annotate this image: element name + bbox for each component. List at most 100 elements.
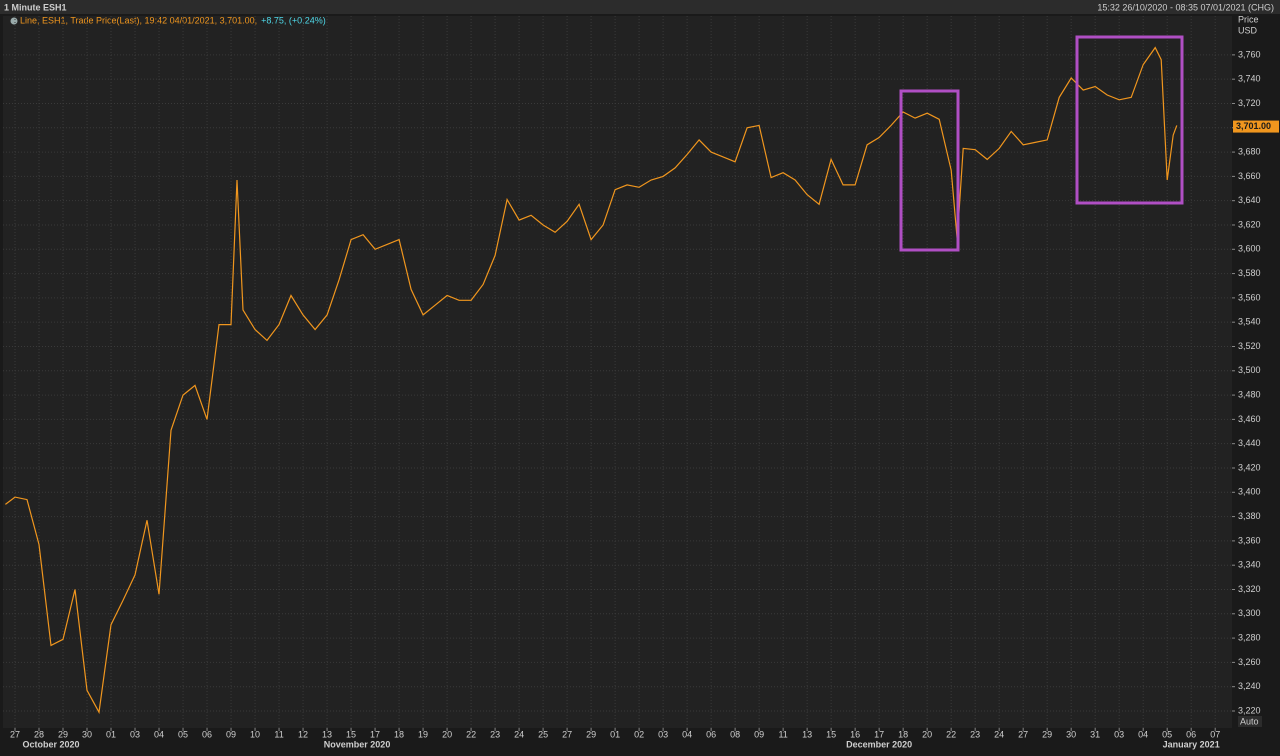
x-tick-label: 18: [394, 729, 404, 739]
y-tick-label: 3,300: [1238, 608, 1261, 618]
legend-change: +8.75, (+0.24%): [261, 15, 326, 25]
x-tick-label: 17: [370, 729, 380, 739]
plot-area: [3, 16, 1232, 728]
x-tick-label: 06: [706, 729, 716, 739]
x-tick-label: 22: [466, 729, 476, 739]
x-tick-label: 01: [106, 729, 116, 739]
x-tick-label: 22: [946, 729, 956, 739]
x-tick-label: 25: [538, 729, 548, 739]
x-tick-label: 10: [250, 729, 260, 739]
y-tick-label: 3,620: [1238, 219, 1261, 229]
x-tick-label: 11: [778, 729, 787, 739]
y-tick-label: 3,540: [1238, 317, 1261, 327]
x-tick-label: 17: [874, 729, 884, 739]
x-tick-label: 08: [730, 729, 740, 739]
y-tick-label: 3,240: [1238, 681, 1261, 691]
x-tick-label: 11: [274, 729, 283, 739]
y-tick-label: 3,280: [1238, 632, 1261, 642]
y-tick-label: 3,400: [1238, 487, 1261, 497]
x-tick-label: 12: [298, 729, 308, 739]
scale-mode-button[interactable]: [1238, 716, 1262, 727]
y-tick-label: 3,260: [1238, 657, 1261, 667]
x-tick-label: 28: [34, 729, 44, 739]
last-value-tag: [1233, 120, 1279, 133]
x-tick-label: 04: [682, 729, 692, 739]
y-tick-label: 3,600: [1238, 244, 1261, 254]
x-tick-label: 09: [226, 729, 236, 739]
x-tick-label: 01: [610, 729, 620, 739]
y-tick-label: 3,520: [1238, 341, 1261, 351]
x-tick-label: 30: [82, 729, 92, 739]
y-tick-label: 3,440: [1238, 438, 1261, 448]
x-tick-label: 29: [58, 729, 68, 739]
x-tick-label: 30: [1066, 729, 1076, 739]
title-bar: [0, 0, 1280, 14]
y-tick-label: 3,500: [1238, 365, 1261, 375]
x-tick-label: 04: [1138, 729, 1148, 739]
y-tick-label: 3,480: [1238, 389, 1261, 399]
x-tick-label: 06: [202, 729, 212, 739]
x-tick-label: 07: [1210, 729, 1220, 739]
x-group-label: January 2021: [1163, 739, 1220, 749]
x-tick-label: 20: [922, 729, 932, 739]
highlight-box: [1075, 35, 1184, 205]
x-tick-label: 16: [850, 729, 860, 739]
x-tick-label: 18: [898, 729, 908, 739]
x-group-label: December 2020: [846, 739, 912, 749]
scale-mode: Auto: [1240, 716, 1259, 726]
x-tick-label: 02: [634, 729, 644, 739]
last-value-label: 3,701.00: [1236, 121, 1271, 131]
y-tick-label: 3,580: [1238, 268, 1261, 278]
x-tick-label: 23: [970, 729, 980, 739]
y-tick-label: 3,320: [1238, 584, 1261, 594]
highlight-box: [899, 89, 960, 252]
y-tick-label: 3,760: [1238, 49, 1261, 59]
x-tick-label: 19: [418, 729, 428, 739]
y-tick-label: 3,360: [1238, 535, 1261, 545]
x-tick-label: 23: [490, 729, 500, 739]
x-tick-label: 27: [562, 729, 572, 739]
y-tick-label: 3,660: [1238, 171, 1261, 181]
x-tick-label: 24: [514, 729, 524, 739]
y-tick-label: 3,560: [1238, 292, 1261, 302]
x-tick-label: 06: [1186, 729, 1196, 739]
x-tick-label: 27: [1018, 729, 1028, 739]
x-tick-label: 05: [178, 729, 188, 739]
time-range: 15:32 26/10/2020 - 08:35 07/01/2021 (CHG…: [1097, 2, 1274, 12]
x-tick-label: 09: [754, 729, 764, 739]
price-line: [5, 46, 1178, 715]
x-tick-label: 05: [1162, 729, 1172, 739]
x-tick-label: 03: [658, 729, 668, 739]
y-axis-unit: USD: [1238, 25, 1258, 35]
y-tick-label: 3,640: [1238, 195, 1261, 205]
x-tick-label: 04: [154, 729, 164, 739]
y-tick-label: 3,460: [1238, 414, 1261, 424]
y-axis-label: Price: [1238, 14, 1259, 24]
y-tick-label: 3,680: [1238, 146, 1261, 156]
y-tick-label: 3,380: [1238, 511, 1261, 521]
x-tick-label: 13: [322, 729, 332, 739]
y-tick-label: 3,720: [1238, 98, 1261, 108]
x-tick-label: 13: [802, 729, 812, 739]
y-tick-label: 3,340: [1238, 560, 1261, 570]
x-group-label: October 2020: [22, 739, 79, 749]
x-tick-label: 29: [1042, 729, 1052, 739]
y-tick-label: 3,220: [1238, 705, 1261, 715]
x-tick-label: 15: [346, 729, 356, 739]
y-tick-label: 3,740: [1238, 74, 1261, 84]
x-tick-label: 31: [1090, 729, 1100, 739]
y-tick-label: 3,420: [1238, 462, 1261, 472]
x-tick-label: 15: [826, 729, 836, 739]
x-tick-label: 03: [130, 729, 140, 739]
x-group-label: November 2020: [324, 739, 391, 749]
x-tick-label: 03: [1114, 729, 1124, 739]
x-tick-label: 27: [10, 729, 20, 739]
x-tick-label: 24: [994, 729, 1004, 739]
legend-entry: Line, ESH1, Trade Price(Last), 19:42 04/…: [20, 15, 257, 25]
x-tick-label: 20: [442, 729, 452, 739]
x-tick-label: 29: [586, 729, 596, 739]
chart-title: 1 Minute ESH1: [4, 2, 67, 12]
legend-icon[interactable]: [10, 17, 18, 25]
